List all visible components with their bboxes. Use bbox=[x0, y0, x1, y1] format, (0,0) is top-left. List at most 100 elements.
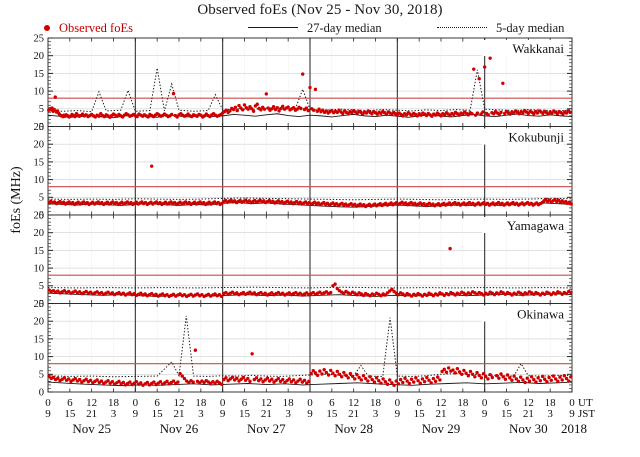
y-tick-label: 0 bbox=[39, 122, 44, 133]
legend-item-observed: Observed foEs bbox=[44, 21, 133, 36]
data-point bbox=[477, 373, 481, 378]
data-point bbox=[462, 368, 466, 373]
x-tick-label-ut: 0 bbox=[395, 397, 401, 409]
station-label-bg bbox=[482, 128, 564, 145]
data-point bbox=[350, 374, 355, 379]
x-tick-label-jst: 3 bbox=[547, 408, 553, 420]
data-point bbox=[422, 380, 427, 384]
y-tick-label: 15 bbox=[34, 334, 45, 345]
data-point bbox=[233, 105, 238, 110]
data-point bbox=[418, 381, 422, 385]
data-point bbox=[486, 377, 490, 381]
data-point bbox=[357, 375, 361, 380]
data-point bbox=[440, 369, 444, 374]
y-tick-label: 25 bbox=[34, 122, 45, 133]
data-point bbox=[329, 368, 333, 373]
data-point bbox=[510, 378, 514, 383]
data-point bbox=[56, 376, 60, 380]
x-tick-label-jst: 21 bbox=[436, 408, 447, 420]
data-point bbox=[538, 378, 543, 383]
y-tick-label: 10 bbox=[34, 352, 45, 363]
data-point bbox=[448, 246, 452, 251]
x-tick-label-jst: 3 bbox=[373, 408, 379, 420]
y-tick-label: 25 bbox=[34, 210, 45, 221]
data-point bbox=[392, 383, 396, 387]
x-tick-label-jst: 15 bbox=[64, 408, 76, 420]
data-point bbox=[433, 379, 438, 384]
data-point bbox=[320, 372, 324, 376]
data-point bbox=[390, 287, 394, 292]
data-point bbox=[521, 378, 525, 382]
x-tick-label-ut: 18 bbox=[370, 397, 382, 409]
data-point bbox=[135, 114, 139, 119]
y-tick-label: 25 bbox=[34, 299, 45, 310]
data-point bbox=[344, 373, 348, 378]
x-tick-label-jst: 3 bbox=[111, 408, 117, 420]
data-point bbox=[73, 376, 77, 381]
y-tick-label: 10 bbox=[34, 175, 45, 186]
data-point bbox=[366, 379, 370, 383]
y-tick-label: 15 bbox=[34, 157, 45, 168]
data-point bbox=[158, 380, 163, 384]
data-point bbox=[468, 292, 473, 296]
data-point bbox=[248, 379, 252, 384]
data-point bbox=[381, 377, 385, 381]
data-point bbox=[455, 366, 460, 371]
data-point bbox=[473, 375, 477, 379]
data-point bbox=[281, 104, 285, 109]
data-point bbox=[246, 107, 250, 111]
data-point bbox=[383, 293, 388, 297]
data-point bbox=[482, 65, 487, 69]
data-point bbox=[446, 292, 451, 297]
data-point bbox=[333, 374, 337, 378]
x-tick-label-jst: 15 bbox=[414, 408, 426, 420]
data-point bbox=[333, 282, 337, 286]
data-point bbox=[299, 106, 303, 111]
data-point bbox=[429, 381, 433, 385]
data-point bbox=[313, 87, 318, 92]
data-point bbox=[514, 292, 519, 296]
legend-label-observed: Observed foEs bbox=[59, 21, 133, 35]
data-point bbox=[110, 380, 115, 384]
data-point bbox=[385, 382, 390, 386]
data-point bbox=[553, 292, 558, 296]
data-point bbox=[516, 379, 521, 384]
data-point bbox=[518, 375, 523, 379]
data-point bbox=[275, 106, 279, 110]
x-tick-label-ut: 18 bbox=[283, 397, 295, 409]
data-point bbox=[494, 374, 499, 378]
station-label-bg bbox=[482, 217, 564, 233]
data-point bbox=[324, 370, 329, 375]
data-point bbox=[436, 293, 440, 297]
data-point bbox=[99, 379, 104, 383]
station-label-bg bbox=[482, 305, 564, 322]
x-tick-label-ut: 6 bbox=[67, 397, 73, 409]
data-point bbox=[486, 292, 490, 296]
data-point bbox=[484, 374, 488, 379]
data-point bbox=[301, 72, 305, 76]
data-point bbox=[62, 376, 67, 380]
data-point bbox=[359, 378, 364, 382]
data-point bbox=[505, 373, 510, 377]
data-point bbox=[569, 202, 573, 206]
data-point bbox=[472, 67, 476, 71]
data-point bbox=[259, 108, 263, 112]
x-tick-label-ut: 0 bbox=[45, 397, 51, 409]
data-point bbox=[145, 380, 150, 385]
data-point bbox=[497, 376, 501, 380]
data-point bbox=[457, 292, 462, 296]
data-point bbox=[84, 377, 88, 381]
jst-label: JST bbox=[578, 408, 595, 420]
data-point bbox=[302, 378, 307, 383]
data-point bbox=[193, 348, 198, 352]
legend-item-median27: 27-day median bbox=[248, 21, 382, 36]
data-point bbox=[228, 109, 232, 113]
data-point bbox=[250, 107, 254, 111]
y-tick-label: 20 bbox=[34, 140, 45, 151]
data-point bbox=[486, 113, 491, 117]
data-point bbox=[361, 374, 366, 378]
legend: Observed foEs 27-day median 5-day median bbox=[0, 21, 640, 37]
x-day-label: Nov 28 bbox=[334, 421, 373, 436]
data-point bbox=[569, 375, 573, 379]
data-point bbox=[315, 373, 320, 378]
